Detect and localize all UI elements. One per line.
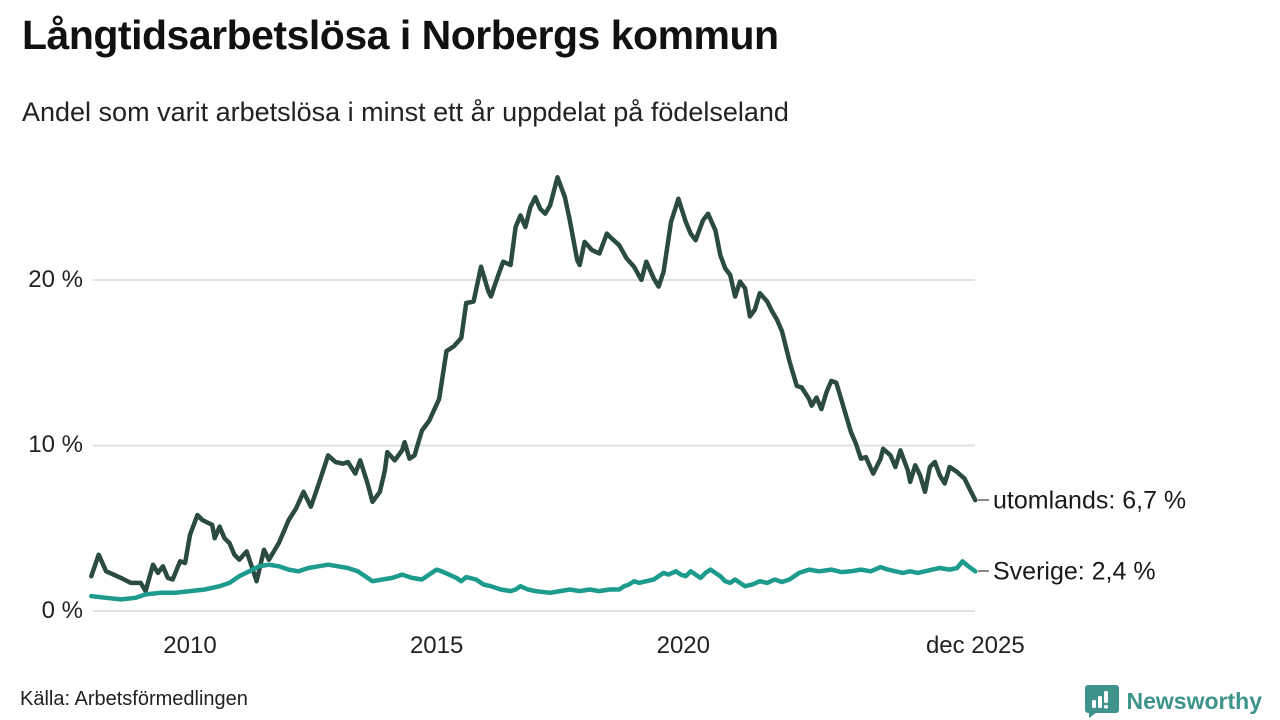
series-label-dash-Sverige: [978, 570, 989, 573]
brand-footer: Newsworthy: [1084, 684, 1262, 718]
line-Sverige: [89, 559, 978, 602]
series-label-dash-utomlands: [978, 499, 989, 502]
series-label-utomlands: utomlands: 6,7 %: [993, 486, 1187, 515]
brand-name: Newsworthy: [1126, 687, 1262, 714]
page-title: Långtidsarbetslösa i Norbergs kommun: [22, 12, 779, 58]
line-utomlands: [89, 175, 978, 594]
x-tick-dec-2025: dec 2025: [925, 632, 1025, 659]
page-subtitle: Andel som varit arbetslösa i minst ett å…: [22, 97, 789, 127]
newsworthy-logo-icon: [1084, 685, 1119, 718]
series-label-Sverige: Sverige: 2,4 %: [993, 557, 1156, 586]
x-tick-2020: 2020: [656, 632, 710, 659]
x-tick-2010: 2010: [163, 632, 217, 659]
y-tick-10%: 10 %: [28, 431, 83, 459]
x-tick-2015: 2015: [409, 632, 464, 659]
y-tick-0%: 0 %: [41, 597, 83, 624]
y-tick-20%: 20 %: [28, 265, 83, 293]
source-note: Källa: Arbetsförmedlingen: [20, 688, 248, 710]
